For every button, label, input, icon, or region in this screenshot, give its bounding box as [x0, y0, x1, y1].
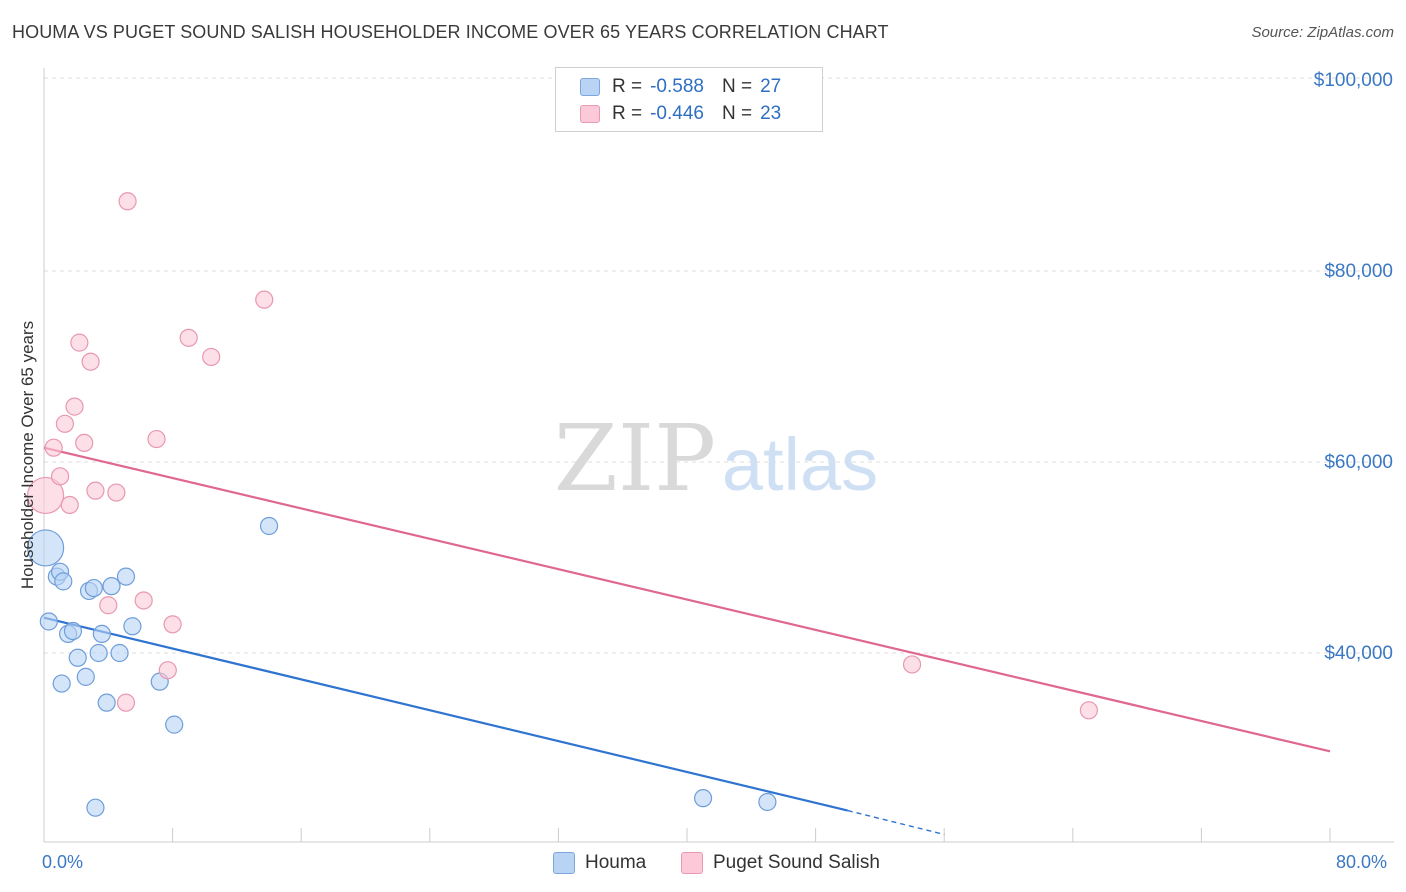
- houma-point-18: [123, 617, 142, 636]
- houma-point-23: [693, 789, 713, 808]
- puget-legend-swatch: [681, 852, 703, 874]
- chart-title: HOUMA VS PUGET SOUND SALISH HOUSEHOLDER …: [12, 22, 889, 42]
- watermark: ZIP atlas: [554, 405, 878, 512]
- trend-layer: [43, 446, 1331, 836]
- puget-point-15: [147, 429, 166, 449]
- puget-point-22: [1079, 701, 1098, 720]
- grid-layer: [44, 77, 1394, 654]
- puget-point-14: [134, 591, 153, 610]
- puget-point-19: [202, 347, 221, 367]
- houma-legend-label: Houma: [585, 852, 647, 873]
- puget-point-12: [118, 192, 137, 211]
- houma-point-1: [39, 612, 58, 631]
- houma-point-9: [76, 667, 95, 686]
- puget-point-9: [86, 481, 105, 500]
- houma-swatch: [580, 78, 600, 96]
- houma-point-17: [116, 567, 136, 586]
- y-tick-labels: $40,000 $60,000 $80,000 $100,000: [1314, 70, 1393, 664]
- source-credit: Source: ZipAtlas.com: [1251, 24, 1394, 41]
- legend-row-puget: R = -0.446 N = 23: [580, 102, 781, 126]
- puget-point-21: [902, 655, 922, 674]
- puget-r-value: -0.446: [650, 103, 704, 124]
- y-tick-label-80000: $80,000: [1324, 261, 1393, 282]
- puget-point-11: [107, 483, 126, 502]
- houma-point-11: [84, 578, 103, 598]
- houma-r-value: -0.588: [650, 76, 704, 97]
- houma-point-7: [63, 621, 83, 641]
- houma-point-8: [68, 648, 87, 667]
- y-tick-label-100000: $100,000: [1314, 70, 1393, 91]
- houma-point-22: [86, 798, 105, 817]
- bottom-legend-puget[interactable]: Puget Sound Salish: [681, 852, 880, 874]
- puget-n-value: 23: [760, 103, 782, 124]
- watermark-zip: ZIP: [554, 405, 716, 512]
- puget-point-13: [116, 693, 136, 712]
- puget-n-label: N =: [721, 103, 753, 124]
- puget-trend-line: [43, 446, 1331, 753]
- watermark-atlas: atlas: [722, 423, 878, 506]
- houma-point-14: [97, 693, 116, 712]
- houma-trend-line: [43, 616, 849, 812]
- y-axis-label: Householder Income Over 65 years: [18, 320, 37, 590]
- puget-point-18: [179, 328, 198, 347]
- puget-point-20: [255, 290, 274, 309]
- houma-legend-swatch: [553, 852, 575, 874]
- bottom-legend-houma[interactable]: Houma: [553, 852, 646, 874]
- houma-n-label: N =: [721, 76, 753, 97]
- y-tick-label-60000: $60,000: [1324, 452, 1393, 473]
- puget-point-17: [163, 615, 182, 634]
- houma-trend-extension: [847, 809, 945, 836]
- point-layer: [27, 192, 1098, 817]
- puget-point-2: [50, 467, 70, 486]
- correlation-legend: R = -0.588 N = 27 R = -0.446 N = 23: [555, 67, 823, 132]
- houma-point-13: [92, 624, 111, 644]
- axis-layer: [43, 68, 1394, 843]
- puget-point-5: [65, 397, 84, 416]
- houma-point-5: [52, 674, 71, 693]
- legend-row-houma: R = -0.588 N = 27: [580, 75, 781, 99]
- houma-point-0: [27, 529, 65, 567]
- puget-swatch: [580, 105, 600, 123]
- puget-point-1: [44, 438, 63, 457]
- puget-point-10: [99, 596, 118, 615]
- puget-point-6: [70, 333, 89, 352]
- houma-n-value: 27: [760, 76, 782, 97]
- houma-point-24: [758, 792, 777, 812]
- puget-point-4: [60, 495, 79, 515]
- puget-point-7: [75, 433, 94, 452]
- houma-point-12: [89, 643, 108, 663]
- houma-point-20: [165, 715, 184, 734]
- y-tick-label-40000: $40,000: [1324, 643, 1393, 664]
- puget-point-8: [81, 352, 100, 371]
- x-tick-label-max: 80.0%: [1336, 852, 1388, 872]
- houma-point-21: [259, 516, 279, 536]
- x-tick-label-min: 0.0%: [42, 852, 84, 872]
- puget-r-label: R =: [612, 103, 643, 124]
- houma-point-15: [102, 577, 121, 596]
- puget-point-0: [27, 476, 65, 515]
- houma-point-4: [54, 572, 73, 591]
- houma-point-16: [110, 643, 129, 663]
- puget-point-16: [158, 661, 177, 680]
- puget-point-3: [55, 414, 74, 433]
- puget-legend-label: Puget Sound Salish: [713, 852, 880, 873]
- houma-r-label: R =: [612, 76, 643, 97]
